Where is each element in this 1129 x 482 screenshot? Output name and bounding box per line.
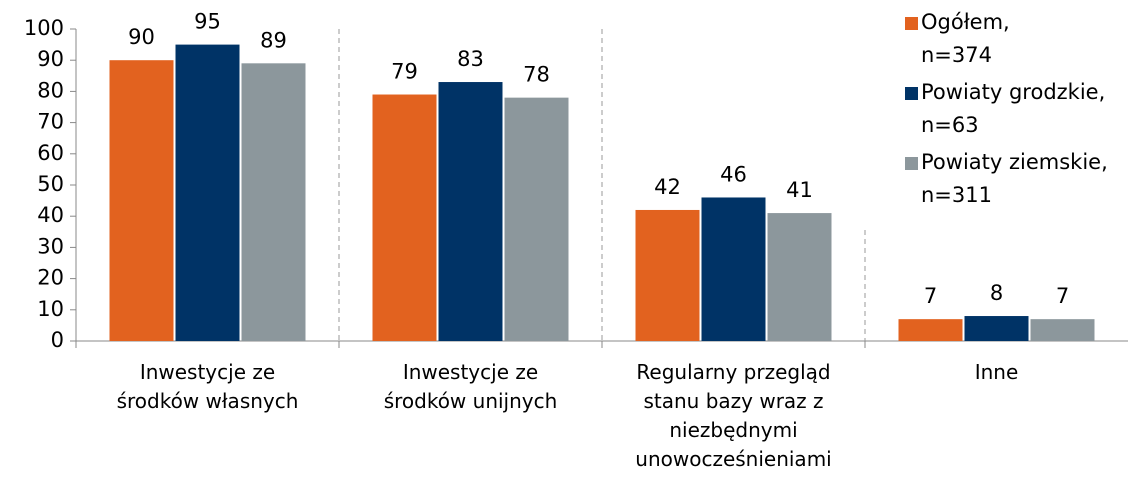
x-tick-label: Inwestycje ze środków unijnych: [383, 360, 558, 413]
legend-label: Ogółem, n=374: [921, 10, 1010, 67]
y-tick-label: 100: [24, 16, 64, 40]
data-label: 95: [194, 10, 221, 34]
y-tick-label: 60: [37, 141, 64, 165]
bar: [1030, 319, 1095, 341]
bar: [964, 316, 1029, 341]
data-label: 90: [128, 25, 155, 49]
legend-swatch: [905, 157, 918, 170]
data-label: 41: [786, 178, 813, 202]
bar: [635, 209, 700, 341]
legend-swatch: [905, 87, 918, 100]
bar: [898, 319, 963, 341]
y-tick-label: 40: [37, 203, 64, 227]
bar: [438, 82, 503, 341]
y-tick-label: 90: [37, 47, 64, 71]
data-label: 89: [260, 28, 287, 52]
data-label: 42: [654, 175, 681, 199]
y-tick-label: 30: [37, 234, 64, 258]
data-label: 7: [1056, 284, 1069, 308]
data-label: 78: [523, 63, 550, 87]
legend-label: Powiaty grodzkie, n=63: [921, 80, 1106, 137]
legend-swatch: [905, 17, 918, 30]
data-label: 8: [990, 281, 1003, 305]
legend-label: Powiaty ziemskie, n=311: [921, 150, 1108, 207]
y-tick-label: 80: [37, 78, 64, 102]
data-label: 83: [457, 47, 484, 71]
bar: [767, 213, 832, 341]
bar: [504, 97, 569, 341]
bar: [175, 44, 240, 341]
x-tick-label: Inne: [974, 360, 1019, 384]
y-tick-label: 50: [37, 172, 64, 196]
data-label: 7: [924, 284, 937, 308]
bar: [241, 63, 306, 341]
y-tick-label: 70: [37, 110, 64, 134]
bar: [109, 60, 174, 341]
x-tick-label: Regularny przegląd stanu bazy wraz z nie…: [635, 360, 832, 471]
x-tick-label: Inwestycje ze środków własnych: [116, 360, 299, 413]
data-label: 46: [720, 162, 747, 186]
bar: [372, 94, 437, 342]
data-label: 79: [391, 60, 418, 84]
y-tick-label: 0: [51, 328, 64, 352]
y-tick-label: 10: [37, 297, 64, 321]
bar: [701, 197, 766, 341]
y-tick-label: 20: [37, 266, 64, 290]
